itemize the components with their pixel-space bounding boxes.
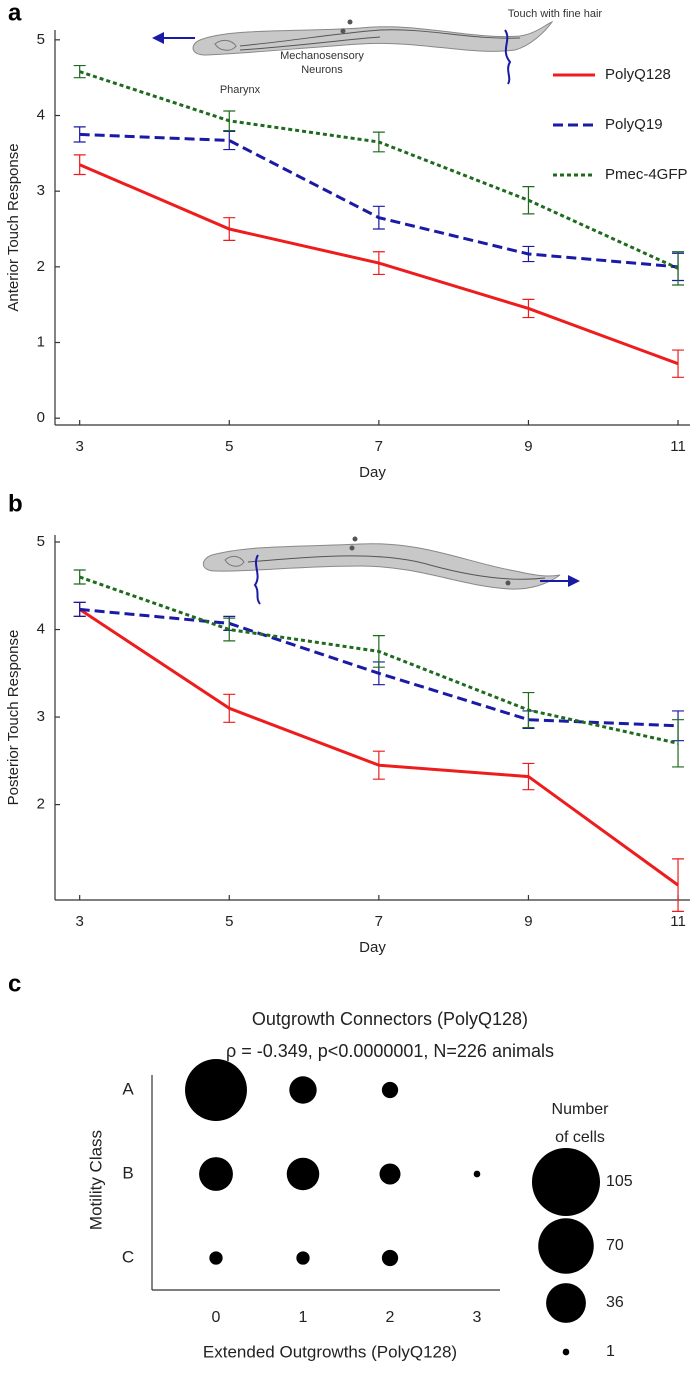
error-bar <box>372 251 385 276</box>
y-tick-label: 3 <box>37 182 45 199</box>
bubble <box>379 1163 401 1185</box>
x-tick-label: 9 <box>524 913 532 930</box>
legend-label: 1 <box>606 1343 615 1360</box>
error-bar <box>522 691 535 729</box>
legend-label: PolyQ19 <box>605 116 663 133</box>
bubble <box>381 1081 399 1099</box>
chart-subtitle: ρ = -0.349, p<0.0000001, N=226 animals <box>226 1041 554 1061</box>
error-bar <box>73 569 86 585</box>
error-bar <box>223 617 236 642</box>
error-bar <box>223 217 236 241</box>
x-tick-label: 11 <box>670 438 686 455</box>
error-bar <box>223 110 236 132</box>
bubble <box>289 1076 317 1104</box>
error-bar <box>73 64 86 79</box>
bubble <box>473 1170 481 1178</box>
y-tick-label: 5 <box>37 31 45 48</box>
error-bar <box>522 186 535 215</box>
bubble <box>296 1251 310 1265</box>
legend-title: Number <box>552 1101 610 1118</box>
x-tick-label: 9 <box>524 438 532 455</box>
x-tick-label: 0 <box>212 1309 221 1326</box>
x-tick-label: 1 <box>299 1309 308 1326</box>
x-tick-label: 2 <box>386 1309 395 1326</box>
legend-bubble <box>538 1218 594 1274</box>
x-tick-label: 5 <box>225 913 233 930</box>
legend-label: 70 <box>606 1237 624 1254</box>
legend-label: 105 <box>606 1173 633 1190</box>
chart-title: Outgrowth Connectors (PolyQ128) <box>252 1009 528 1029</box>
y-tick-label: 4 <box>37 621 45 638</box>
error-bar <box>73 126 86 143</box>
error-bar <box>223 693 236 723</box>
panel-label: b <box>8 490 23 517</box>
legend-bubble <box>562 1348 570 1356</box>
error-bar <box>672 858 685 912</box>
annotation: Mechanosensory <box>280 50 364 62</box>
series-line <box>79 132 679 269</box>
x-axis-label: Day <box>359 939 386 956</box>
y-tick-label: C <box>122 1247 134 1266</box>
legend-label: 36 <box>606 1294 624 1311</box>
error-bar <box>73 601 86 618</box>
x-tick-label: 5 <box>225 438 233 455</box>
error-bar <box>522 245 535 263</box>
x-tick-label: 3 <box>76 438 84 455</box>
x-tick-label: 11 <box>670 913 686 930</box>
x-axis-label: Day <box>359 464 386 481</box>
bubble <box>286 1157 320 1191</box>
annotation: Neurons <box>301 64 343 76</box>
error-bar <box>672 251 685 286</box>
legend-label: Pmec-4GFP <box>605 166 688 183</box>
error-bar <box>372 205 385 230</box>
legend-bubble <box>546 1283 586 1323</box>
error-bar <box>672 719 685 768</box>
x-tick-label: 7 <box>375 913 383 930</box>
bubble <box>199 1157 233 1191</box>
x-axis-label: Extended Outgrowths (PolyQ128) <box>203 1342 457 1361</box>
error-bar <box>73 154 86 176</box>
error-bar <box>223 130 236 151</box>
error-bar <box>372 635 385 668</box>
y-tick-label: 2 <box>37 796 45 813</box>
y-tick-label: 0 <box>37 409 45 426</box>
y-tick-label: A <box>122 1079 134 1098</box>
x-tick-label: 3 <box>76 913 84 930</box>
y-tick-label: 2 <box>37 258 45 275</box>
worm-illustration <box>152 19 554 85</box>
error-bar <box>522 298 535 319</box>
panel-label: c <box>8 970 21 997</box>
y-axis-label: Motility Class <box>86 1130 105 1230</box>
legend-bubble <box>531 1147 601 1217</box>
worm-illustration <box>202 536 580 605</box>
legend-label: PolyQ128 <box>605 66 671 83</box>
bubble <box>381 1249 399 1267</box>
annotation: Touch with fine hair <box>508 8 602 20</box>
annotation: Pharynx <box>220 84 261 96</box>
y-tick-label: 5 <box>37 533 45 550</box>
y-tick-label: B <box>122 1163 133 1182</box>
x-tick-label: 3 <box>473 1309 482 1326</box>
bubble <box>209 1251 223 1265</box>
error-bar <box>672 349 685 378</box>
series-line <box>79 70 679 270</box>
error-bar <box>522 762 535 791</box>
y-axis-label: Posterior Touch Response <box>5 630 22 806</box>
error-bar <box>372 131 385 153</box>
y-tick-label: 3 <box>37 708 45 725</box>
x-tick-label: 7 <box>375 438 383 455</box>
error-bar <box>372 750 385 780</box>
y-tick-label: 4 <box>37 106 45 123</box>
y-tick-label: 1 <box>37 333 45 350</box>
legend-title: of cells <box>555 1129 605 1146</box>
panel-label: a <box>8 0 22 26</box>
bubble <box>185 1059 247 1121</box>
y-axis-label: Anterior Touch Response <box>5 143 22 311</box>
